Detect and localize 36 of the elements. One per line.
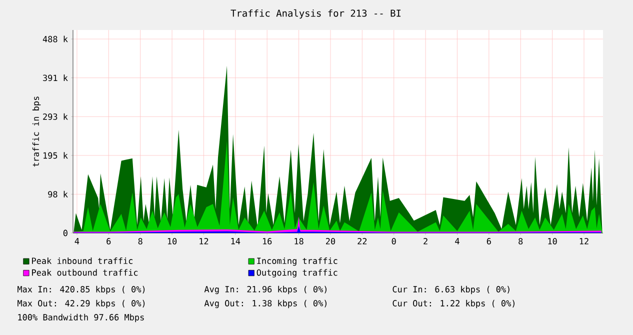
x-tick-label: 12: [580, 238, 588, 244]
text: Avg Out: 1.38 kbps ( 0%): [204, 300, 326, 308]
legend-label: Peak outbound traffic: [32, 269, 138, 276]
y-tick-label: 98 k: [48, 190, 68, 198]
text: Max Out: 42.29 kbps ( 0%): [18, 300, 145, 308]
chart-title: Traffic Analysis for 213 -- BI: [230, 9, 401, 19]
x-tick-label: 0: [392, 238, 396, 244]
x-tick-label: 8: [138, 238, 142, 244]
y-tick-label: 488 k: [42, 36, 68, 42]
text: Max In: 420.85 kbps ( 0%): [18, 286, 145, 294]
text: 100% Bandwidth 97.66 Mbps: [18, 314, 144, 322]
text: Cur In: 6.63 kbps ( 0%): [392, 286, 510, 294]
x-tick-label: 18: [294, 238, 304, 244]
x-tick-label: 20: [326, 238, 336, 244]
y-axis-title: traffic in bps: [32, 96, 41, 167]
x-tick-label: 4: [455, 238, 460, 244]
y-tick-label: 195 k: [44, 152, 68, 159]
text: Avg In: 21.96 kbps ( 0%): [204, 286, 326, 294]
x-tick-label: 2: [424, 238, 428, 244]
x-tick-label: 16: [263, 238, 272, 244]
x-tick-label: 6: [486, 238, 491, 244]
x-tick-label: 22: [358, 238, 367, 244]
x-tick-label: 14: [231, 238, 240, 244]
x-tick-label: 10: [548, 238, 557, 244]
y-tick-label: 0: [63, 230, 68, 236]
y-tick-label: 391 k: [43, 74, 68, 82]
legend-label: Outgoing traffic: [256, 269, 338, 278]
y-tick-label: 293 k: [43, 113, 68, 120]
legend-label: Peak inbound traffic: [32, 257, 132, 264]
x-tick-label: 10: [168, 238, 177, 244]
x-tick-label: 4: [74, 238, 80, 244]
text: Cur Out: 1.22 kbps ( 0%): [392, 300, 514, 308]
x-tick-label: 8: [518, 238, 523, 244]
x-tick-label: 6: [106, 238, 111, 244]
x-tick-label: 12: [200, 238, 208, 244]
legend-label: Incoming traffic: [257, 257, 338, 266]
